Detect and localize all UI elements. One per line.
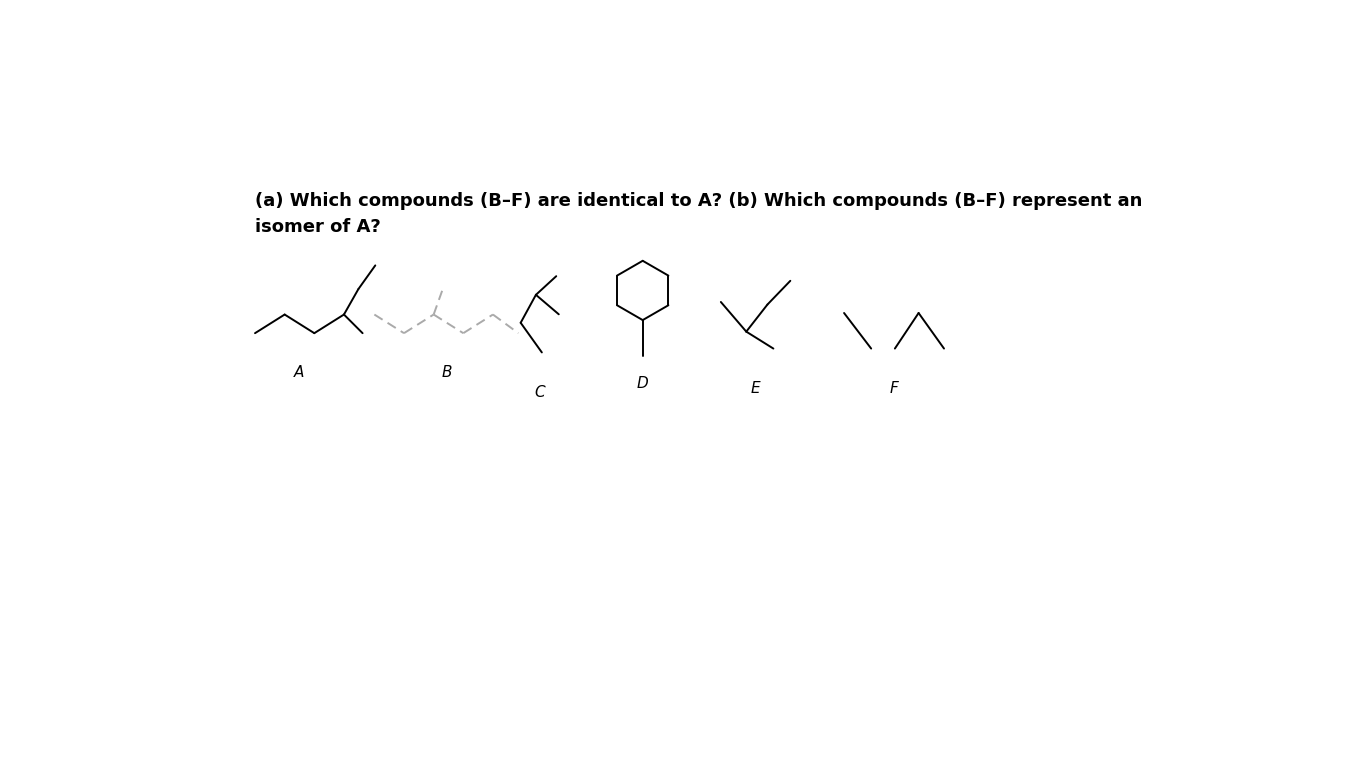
Text: E: E [751, 381, 761, 396]
Text: F: F [889, 381, 899, 396]
Text: C: C [534, 385, 545, 399]
Text: (a) Which compounds (B–F) are identical to A? (b) Which compounds (B–F) represen: (a) Which compounds (B–F) are identical … [255, 192, 1142, 210]
Text: B: B [441, 366, 452, 380]
Text: A: A [294, 366, 305, 380]
Text: D: D [637, 376, 649, 392]
Text: isomer of A?: isomer of A? [255, 217, 381, 236]
